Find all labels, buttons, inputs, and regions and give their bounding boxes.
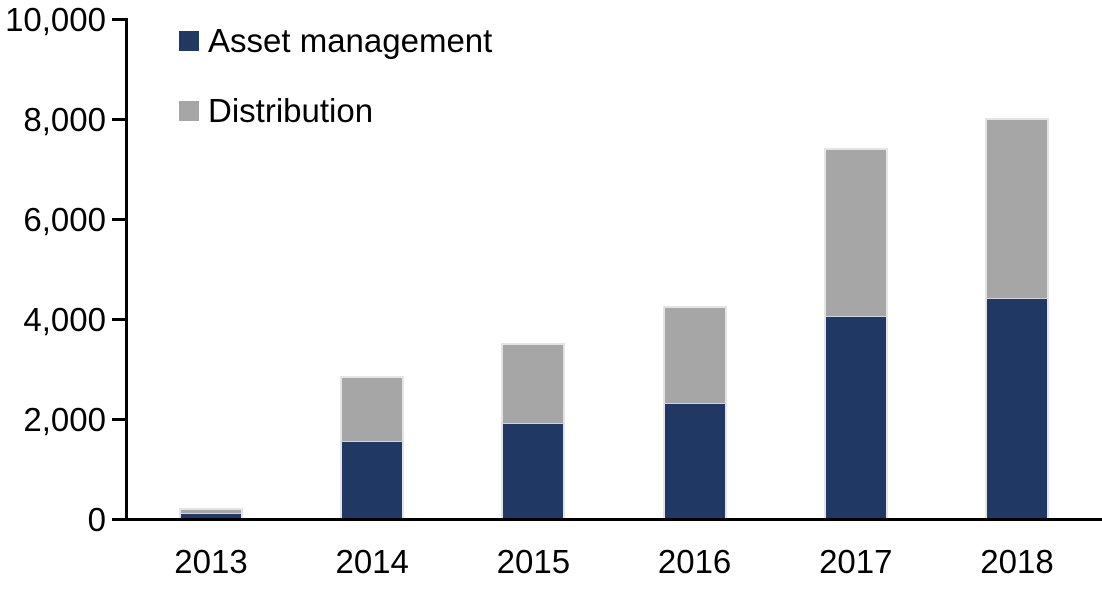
legend-item-asset-management: Asset management [179, 22, 492, 60]
y-axis-tick [112, 18, 125, 21]
bar-segment-distribution-2017 [823, 148, 888, 316]
x-axis-label-2015: 2015 [496, 543, 571, 580]
y-axis-tick [112, 518, 125, 521]
y-axis-tick [112, 318, 125, 321]
x-axis-label-2017: 2017 [819, 543, 893, 580]
bar-segment-asset-management-2014 [340, 440, 405, 518]
y-axis-tick-label: 2,000 [23, 400, 106, 438]
y-axis-tick-label: 0 [87, 500, 106, 538]
y-axis-tick [112, 418, 125, 421]
y-axis-line [125, 18, 128, 521]
x-axis-label-2018: 2018 [980, 543, 1054, 580]
y-axis-tick [112, 218, 125, 221]
bar-segment-asset-management-2015 [501, 423, 566, 518]
legend-swatch-distribution-icon [179, 101, 199, 121]
bar-segment-distribution-2015 [501, 343, 566, 423]
bar-segment-asset-management-2018 [985, 298, 1049, 518]
x-axis-label-2016: 2016 [657, 543, 732, 580]
y-axis-tick [112, 118, 125, 121]
legend-swatch-asset-management-icon [179, 31, 199, 51]
y-axis-tick-label: 8,000 [23, 100, 106, 138]
bar-segment-distribution-2016 [662, 305, 727, 403]
bar-segment-distribution-2018 [985, 118, 1049, 298]
bar-segment-asset-management-2017 [823, 315, 888, 518]
x-axis-label-2013: 2013 [174, 543, 248, 580]
x-axis-label-2014: 2014 [335, 543, 409, 580]
legend-label-distribution: Distribution [208, 92, 374, 129]
bar-segment-asset-management-2016 [662, 403, 727, 518]
legend-label-asset-management: Asset management [208, 22, 493, 59]
y-axis-tick-label: 4,000 [23, 300, 106, 338]
bar-segment-asset-management-2013 [179, 513, 243, 518]
x-axis-line [112, 518, 1102, 521]
y-axis-tick-label: 6,000 [23, 200, 106, 238]
legend-item-distribution: Distribution [179, 92, 373, 130]
bar-segment-distribution-2014 [340, 375, 405, 441]
bar-segment-distribution-2013 [179, 508, 243, 513]
y-axis-tick-label: 10,000 [5, 0, 106, 38]
